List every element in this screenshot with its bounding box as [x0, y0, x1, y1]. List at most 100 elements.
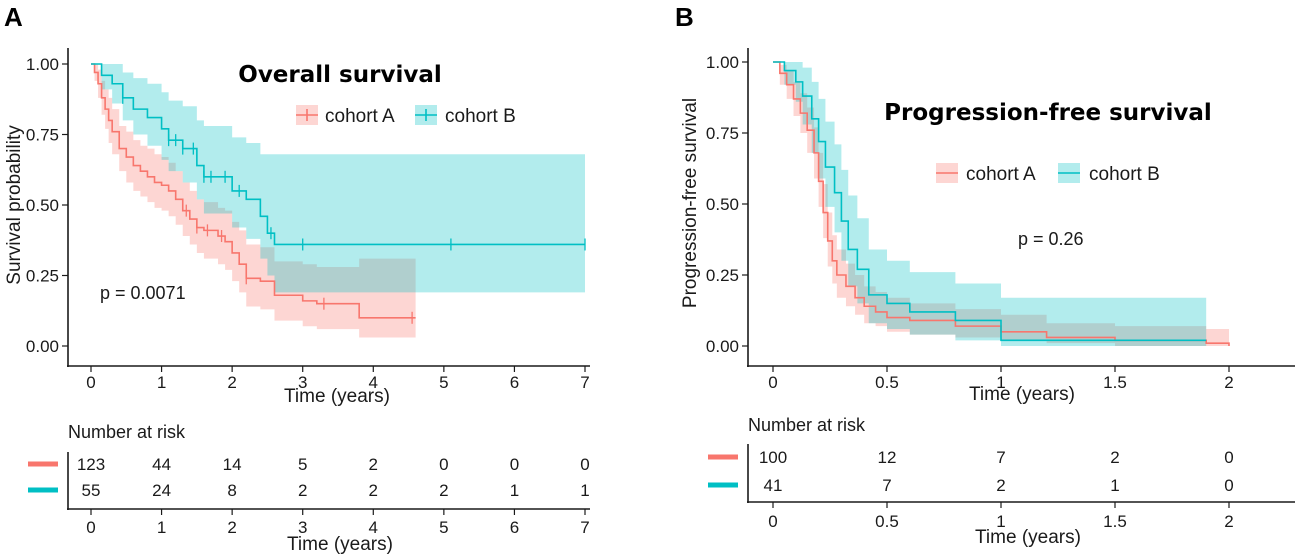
panel-a-risk-values: 123 44 14 5 2 0 0 0 55 24 8 2 2 2 1 1 [77, 455, 590, 500]
panel-b-risk-x-label: Time (years) [975, 527, 1081, 548]
risk-value: 44 [152, 455, 171, 474]
panel-a-x-label: Time (years) [284, 386, 390, 407]
risk-x-tick-label: 2 [227, 518, 236, 537]
panel-a-confidence-bands [91, 64, 585, 338]
risk-x-tick-label: 5 [439, 518, 448, 537]
risk-value: 12 [878, 448, 897, 467]
risk-value: 2 [1110, 448, 1119, 467]
panel-b-risk-table: Number at risk 100 12 7 2 041 7 2 1 0 0 0.5 1 1.5 2 … [708, 415, 1295, 548]
confidence-band-cohort-a [91, 64, 416, 338]
panel-a-x-ticks: 0 1 2 3 4 5 6 7 [86, 366, 590, 392]
panel-b-y-label: Progression-free survival [680, 98, 701, 308]
legend-a-label-cohort-a: cohort A [325, 106, 395, 127]
panel-a-risk-x-ticks: 0 1 2 3 4 5 6 7 [86, 509, 590, 537]
y-tick-label: 0.00 [706, 337, 739, 356]
risk-value: 14 [223, 455, 242, 474]
panel-b-risk-x-ticks: 0 0.5 1 1.5 2 [768, 502, 1234, 531]
x-tick-label: 5 [439, 373, 448, 392]
x-tick-label: 6 [510, 373, 519, 392]
panel-b: B 0 0.5 1 1.5 2 0.000.250.500.751.00 Progres… [675, 2, 1295, 548]
y-tick-label: 0.50 [26, 196, 59, 215]
panel-a-legend: cohort A cohort B [296, 105, 516, 127]
panel-a-pvalue: p = 0.0071 [100, 283, 186, 303]
risk-value: 2 [369, 455, 378, 474]
risk-x-tick-label: 1 [157, 518, 166, 537]
panel-a-risk-title: Number at risk [68, 422, 186, 442]
panel-b-risk-values: 100 12 7 2 0 41 7 2 1 0 [759, 448, 1234, 495]
panel-b-survival-curves [773, 61, 1230, 346]
panel-b-confidence-bands [773, 62, 1229, 346]
risk-value: 41 [764, 476, 783, 495]
risk-x-tick-label: 7 [580, 518, 589, 537]
x-tick-label: 0 [768, 373, 777, 392]
risk-value: 55 [82, 481, 101, 500]
y-tick-label: 0.75 [26, 126, 59, 145]
risk-value: 8 [227, 481, 236, 500]
risk-value: 7 [882, 476, 891, 495]
y-tick-label: 0.75 [706, 124, 739, 143]
risk-value: 0 [510, 455, 519, 474]
risk-x-tick-label: 1.5 [1103, 512, 1127, 531]
legend-a-label-cohort-b: cohort B [445, 106, 516, 127]
risk-value: 2 [369, 481, 378, 500]
y-tick-label: 0.00 [26, 337, 59, 356]
y-tick-label: 0.25 [706, 266, 739, 285]
x-tick-label: 2 [1224, 373, 1233, 392]
panel-b-x-ticks: 0 0.5 1 1.5 2 [768, 366, 1234, 392]
risk-x-tick-label: 3 [298, 518, 307, 537]
legend-b-label-cohort-b: cohort B [1089, 164, 1160, 185]
panel-b-letter: B [675, 2, 694, 32]
risk-value: 2 [996, 476, 1005, 495]
risk-value: 2 [298, 481, 307, 500]
x-tick-label: 4 [369, 373, 378, 392]
panel-a-y-label: Survival probability [4, 125, 25, 285]
risk-value: 123 [77, 455, 105, 474]
panel-b-x-label: Time (years) [969, 384, 1075, 405]
x-tick-label: 1 [996, 373, 1005, 392]
risk-value: 5 [298, 455, 307, 474]
risk-x-tick-label: 2 [1224, 512, 1233, 531]
risk-x-tick-label: 0.5 [875, 512, 899, 531]
confidence-band-cohort-b [91, 64, 585, 293]
risk-x-tick-label: 0 [768, 512, 777, 531]
risk-value: 1 [1110, 476, 1119, 495]
y-tick-label: 1.00 [706, 53, 739, 72]
risk-value: 0 [1224, 448, 1233, 467]
risk-value: 0 [1224, 476, 1233, 495]
x-tick-label: 0 [86, 373, 95, 392]
risk-value: 0 [580, 455, 589, 474]
x-tick-label: 1.5 [1103, 373, 1127, 392]
risk-value: 24 [152, 481, 171, 500]
risk-value: 100 [759, 448, 787, 467]
survival-curve-cohort-a [773, 61, 1230, 346]
y-tick-label: 0.50 [706, 195, 739, 214]
panel-a-y-ticks: 0.00 0.25 0.50 0.75 1.00 [26, 55, 68, 356]
panel-a-risk-x-label: Time (years) [287, 534, 393, 555]
x-tick-label: 2 [227, 373, 236, 392]
x-tick-label: 3 [298, 373, 307, 392]
panel-a-censor-marks [122, 91, 586, 324]
risk-x-tick-label: 6 [510, 518, 519, 537]
x-tick-label: 0.5 [875, 373, 899, 392]
panel-b-pvalue: p = 0.26 [1018, 229, 1084, 249]
risk-value: 7 [996, 448, 1005, 467]
y-tick-label: 1.00 [26, 55, 59, 74]
risk-value: 1 [510, 481, 519, 500]
panel-b-y-ticks: 0.00 0.25 0.50 0.75 1.00 [706, 53, 748, 356]
risk-x-tick-label: 4 [369, 518, 378, 537]
legend-b-label-cohort-a: cohort A [966, 164, 1036, 185]
panel-b-title: Progression-free survival [884, 100, 1212, 126]
risk-value: 2 [439, 481, 448, 500]
panel-a-title: Overall survival [238, 62, 441, 88]
survival-curve-cohort-a [91, 63, 416, 319]
y-tick-label: 0.25 [26, 267, 59, 286]
x-tick-label: 1 [157, 373, 166, 392]
confidence-band-cohort-b [773, 62, 1207, 346]
panel-b-risk-title: Number at risk [748, 415, 866, 435]
risk-value: 0 [439, 455, 448, 474]
risk-x-tick-label: 0 [86, 518, 95, 537]
x-tick-label: 7 [580, 373, 589, 392]
